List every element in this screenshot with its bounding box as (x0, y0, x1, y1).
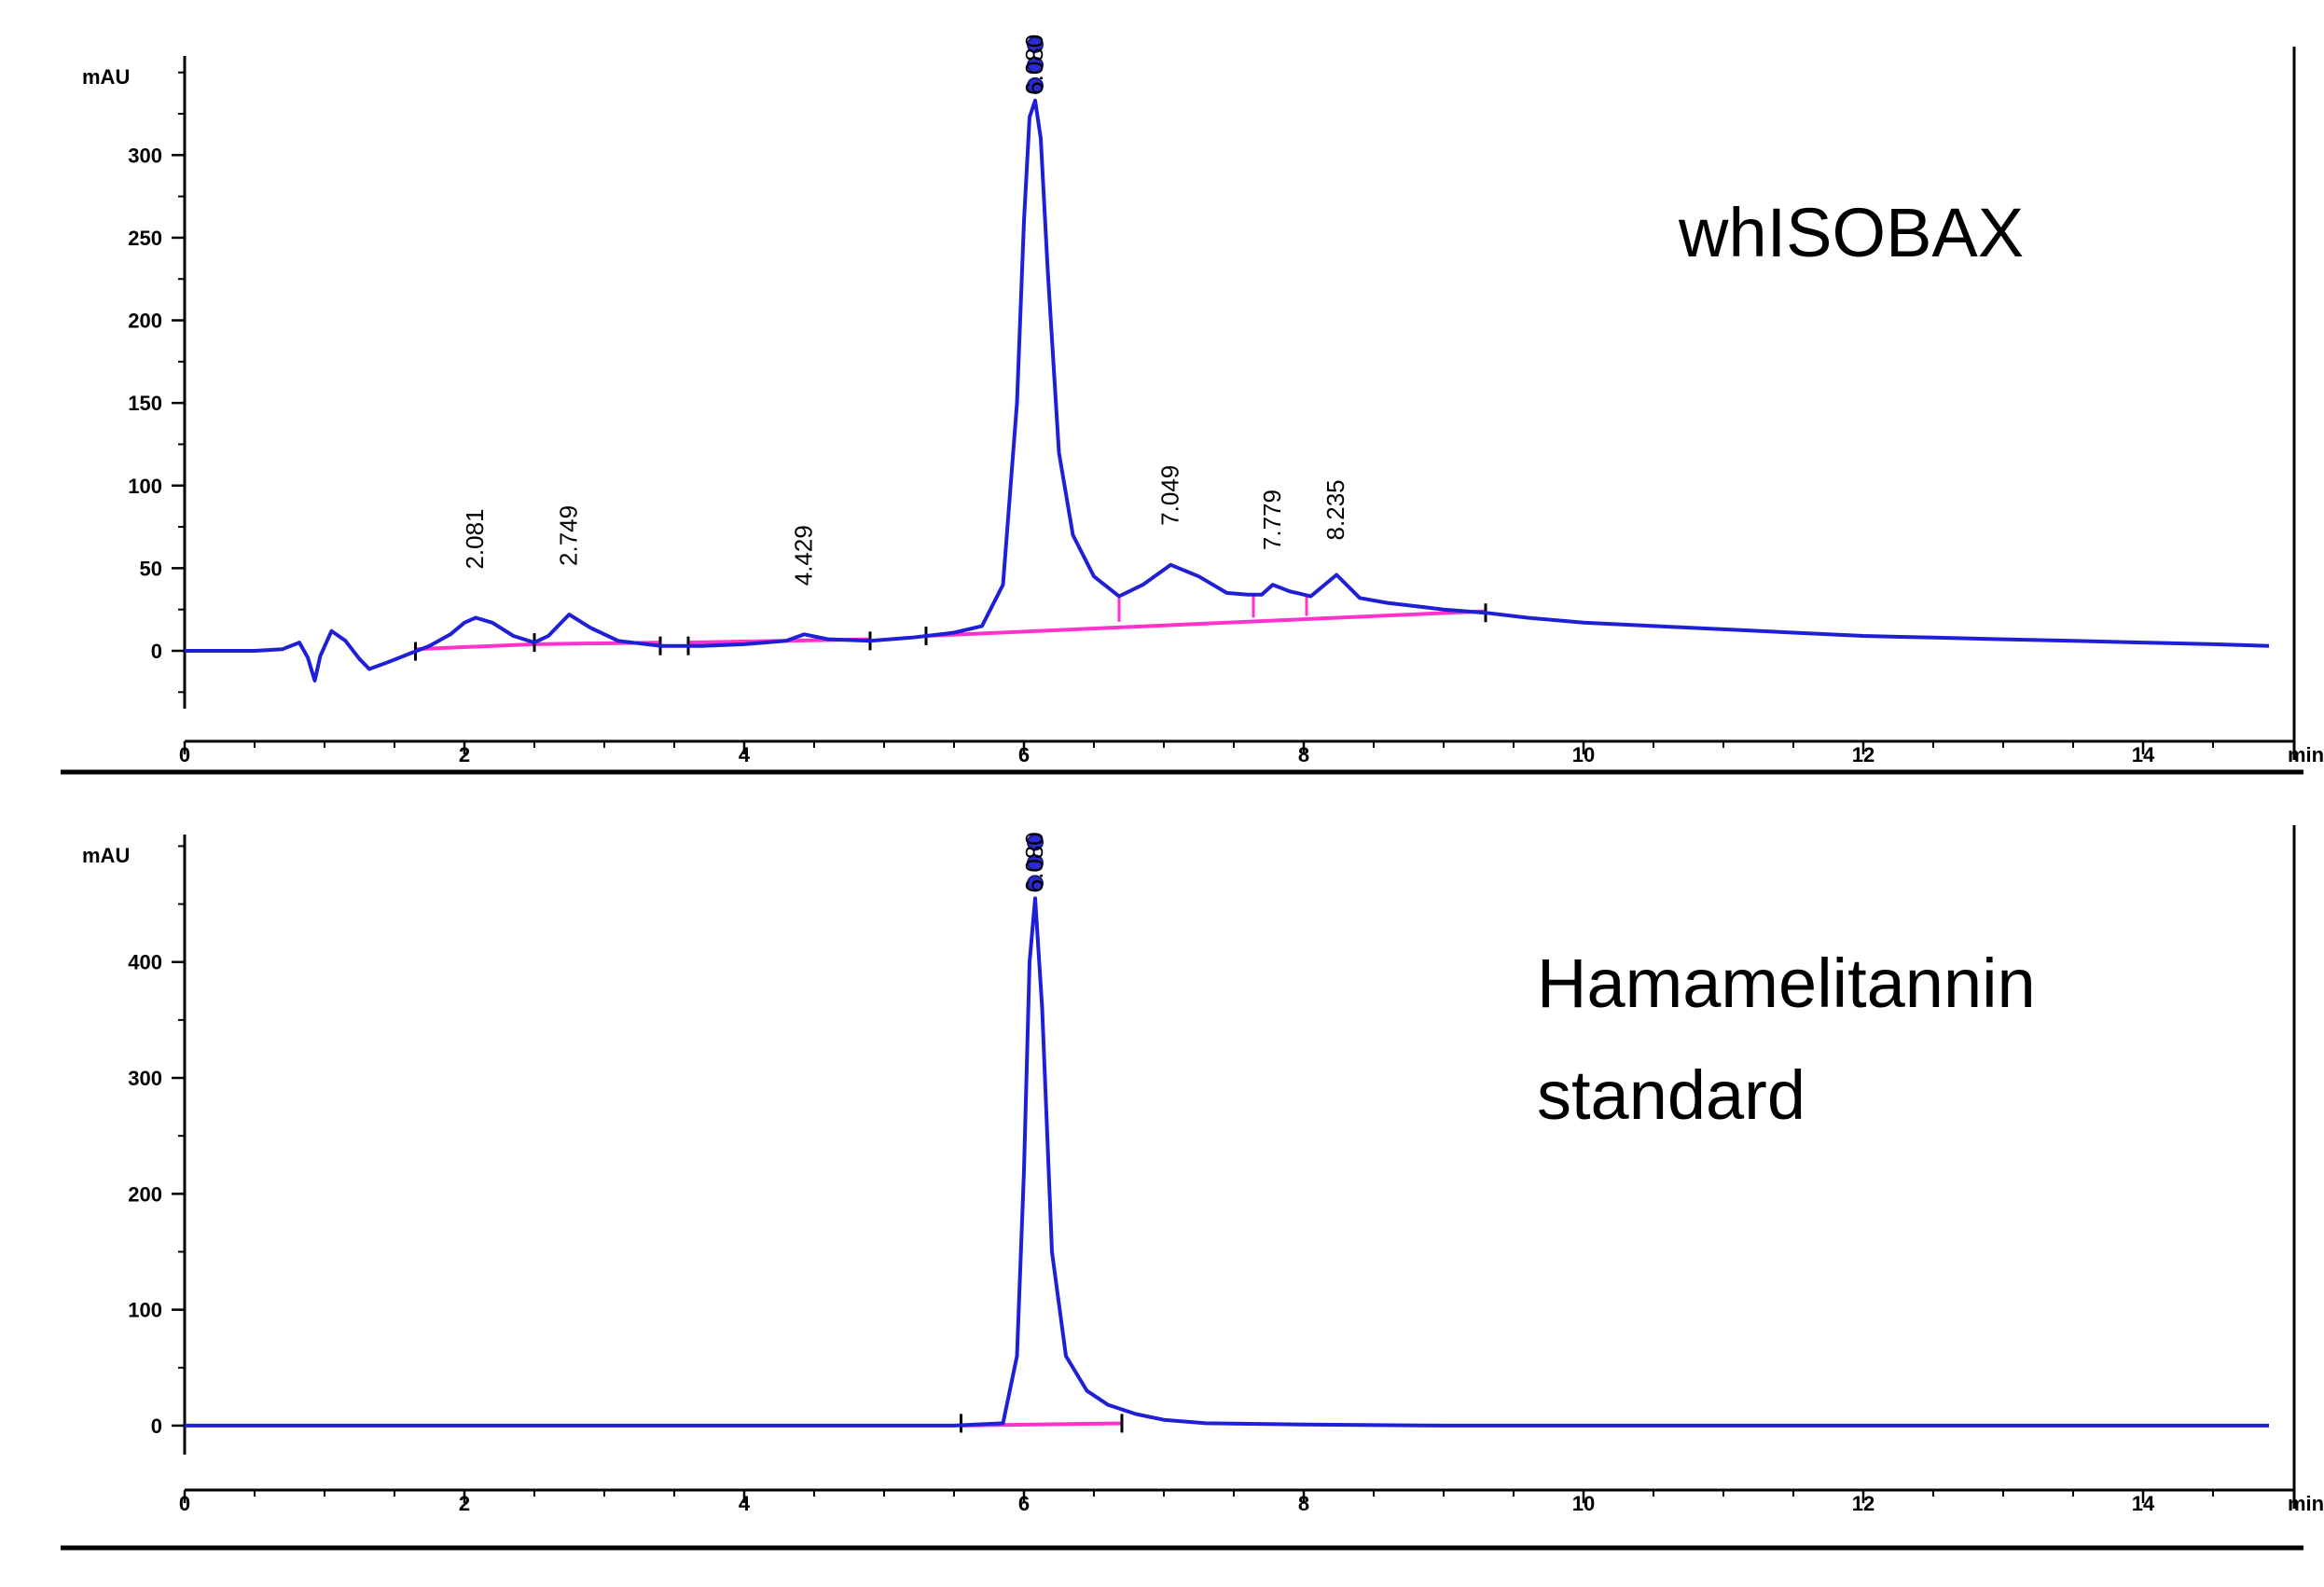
panel-whisobax-x-unit: min (2288, 743, 2324, 766)
y-tick-label: 200 (128, 1182, 162, 1206)
chromatogram-trace-0 (185, 896, 2269, 1428)
peak-apex-marker (1027, 35, 1044, 53)
x-tick-label: 8 (1298, 743, 1309, 766)
panel-hamamelitannin-title-line-2: standard (1537, 1056, 1805, 1134)
y-tick-label: 150 (128, 392, 162, 415)
panel-whisobax-y-unit: mAU (82, 65, 130, 89)
peak-label: 6.080 (1020, 832, 1048, 892)
y-tick-label: 300 (128, 144, 162, 167)
x-tick-label: 6 (1018, 743, 1030, 766)
peak-label: 4.429 (789, 525, 817, 586)
peak-label: 7.049 (1155, 465, 1183, 526)
peak-label: 2.749 (554, 505, 582, 566)
peak-label: 7.779 (1258, 490, 1286, 550)
y-tick-label: 250 (128, 227, 162, 250)
peak-label: 2.081 (461, 508, 489, 569)
x-tick-label: 0 (179, 1492, 190, 1515)
y-tick-label: 50 (140, 557, 162, 580)
peak-label: 8.235 (1321, 479, 1349, 540)
panel-hamamelitannin-title: Hamamelitannin standard (1537, 945, 2054, 1134)
x-tick-label: 6 (1018, 1492, 1030, 1515)
panel-hamamelitannin-y-unit: mAU (82, 844, 130, 867)
peak-apex-marker (1027, 875, 1044, 892)
x-tick-label: 0 (179, 743, 190, 766)
x-tick-label: 2 (459, 743, 470, 766)
x-tick-label: 8 (1298, 1492, 1309, 1515)
panel-hamamelitannin-peak-labels: 6.080 (1020, 832, 1048, 892)
y-tick-label: 100 (128, 1299, 162, 1322)
y-tick-label: 200 (128, 310, 162, 333)
panel-whisobax-peak-labels: 2.081 2.749 4.429 6.080 7.049 7.779 8.235 (461, 34, 1349, 586)
peak-apex-marker (1027, 56, 1044, 74)
integration-baseline (415, 642, 535, 652)
x-tick-label: 2 (459, 1492, 470, 1515)
panel-hamamelitannin-title-line-1: Hamamelitannin (1537, 945, 2036, 1022)
y-tick-label: 300 (128, 1067, 162, 1090)
chromatogram-trace-0 (185, 98, 2270, 683)
panel-hamamelitannin-trace (185, 896, 2269, 1428)
peak-apex-marker (1027, 76, 1044, 94)
y-tick-label: 0 (151, 640, 162, 663)
panel-whisobax-baseline (414, 594, 1487, 661)
x-tick-label: 4 (739, 743, 751, 766)
peak-apex-marker (1027, 854, 1044, 872)
integration-baseline (925, 609, 1487, 639)
panel-whisobax-title: whISOBAX (1678, 194, 2024, 271)
x-tick-label: 4 (739, 1492, 751, 1515)
peak-apex-marker (1027, 834, 1044, 851)
y-tick-label: 100 (128, 475, 162, 498)
y-tick-label: 0 (151, 1414, 162, 1438)
peak-label: 6.080 (1020, 34, 1048, 95)
y-tick-label: 400 (128, 951, 162, 974)
panel-whisobax-trace (185, 98, 2270, 683)
panel-hamamelitannin-x-unit: min (2288, 1492, 2324, 1515)
